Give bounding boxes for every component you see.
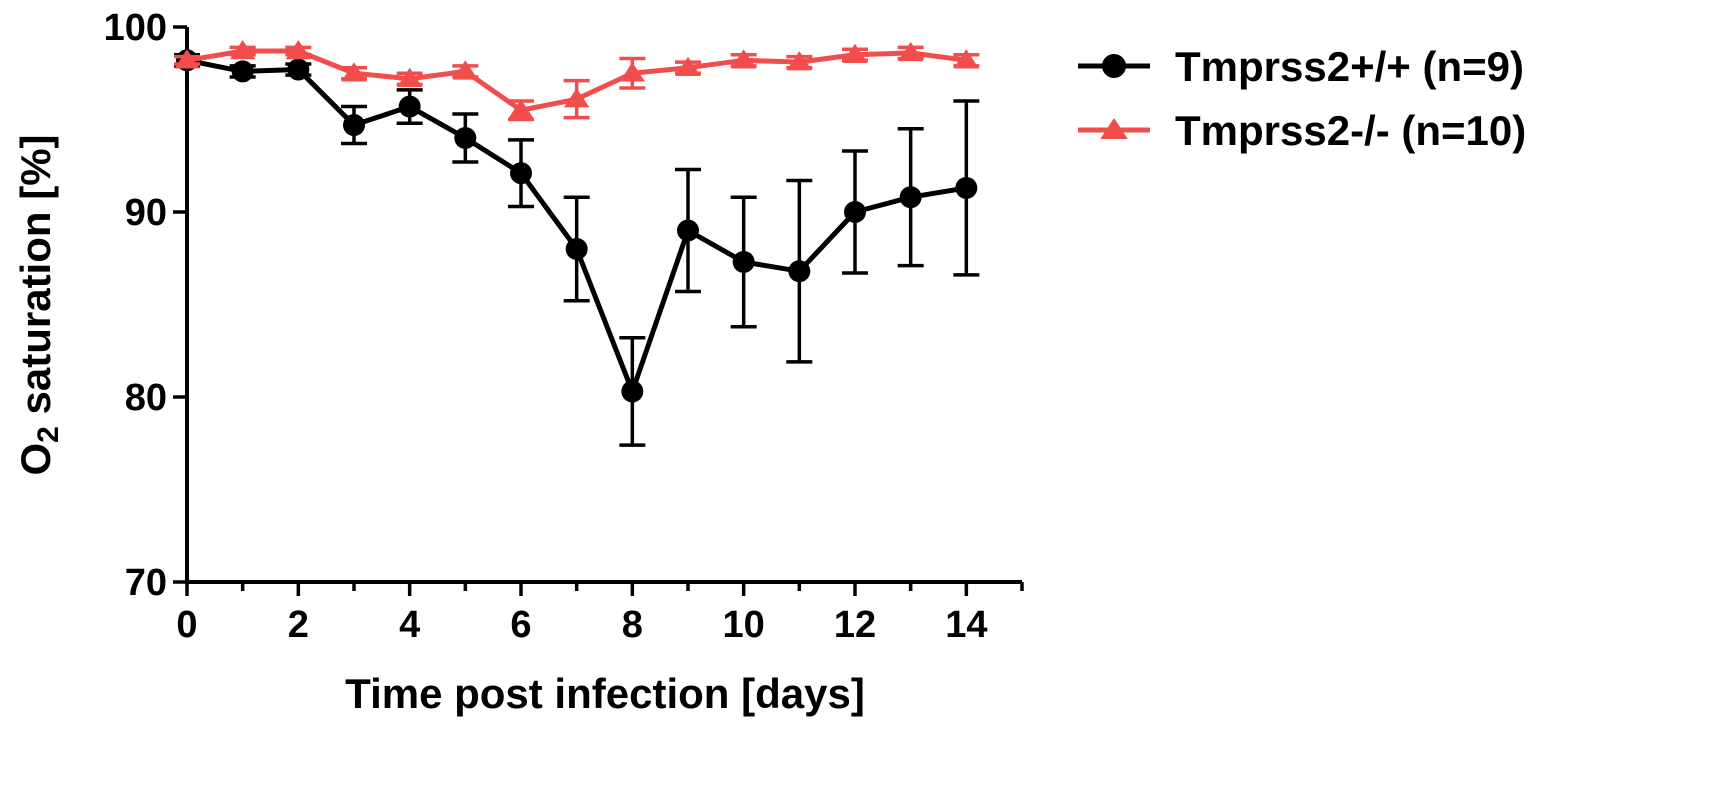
data-point	[565, 238, 588, 260]
data-point	[174, 49, 200, 69]
legend-item: Tmprss2-/- (n=10)	[1078, 107, 1526, 154]
data-point	[844, 201, 866, 223]
x-tick-label: 6	[510, 604, 531, 646]
data-point	[786, 51, 812, 71]
legend-marker	[1102, 54, 1126, 78]
data-point	[898, 41, 924, 62]
legend: Tmprss2+/+ (n=9) Tmprss2-/- (n=10)	[1078, 43, 1526, 154]
data-point	[510, 162, 532, 185]
data-point	[397, 67, 423, 88]
data-point	[732, 250, 755, 273]
series-1	[174, 49, 980, 447]
data-point	[842, 43, 868, 63]
x-tick-label: 8	[622, 604, 643, 646]
y-tick-label: 70	[125, 562, 167, 604]
legend-label: Tmprss2+/+ (n=9)	[1175, 43, 1524, 90]
data-point	[621, 380, 644, 403]
data-point	[508, 99, 534, 119]
data-point	[285, 40, 311, 60]
legend-label: Tmprss2-/- (n=10)	[1175, 107, 1526, 154]
data-point	[231, 60, 254, 83]
y-tick-label: 100	[104, 7, 167, 49]
y-tick-label: 90	[125, 192, 167, 234]
y-axis-title-prefix: O	[12, 443, 59, 476]
data-point	[341, 62, 367, 82]
y-tick-label: 80	[125, 377, 167, 419]
legend-item: Tmprss2+/+ (n=9)	[1078, 43, 1524, 90]
series-layer	[174, 40, 980, 447]
y-axis-title-subscript: 2	[32, 426, 65, 443]
x-tick-label: 12	[834, 604, 876, 646]
data-point	[899, 186, 922, 209]
data-point	[788, 260, 811, 283]
series-2	[174, 40, 980, 122]
data-point	[287, 58, 310, 81]
data-point	[953, 49, 979, 69]
y-axis-title-suffix: saturation [%]	[12, 134, 59, 426]
data-point	[454, 127, 477, 149]
data-point	[955, 176, 978, 199]
axes: 0 2 4 6 8 10 12 14 70 80 90 100	[104, 7, 1024, 646]
legend-marker	[1100, 118, 1128, 139]
x-tick-label: 0	[176, 604, 197, 646]
x-tick-label: 4	[399, 604, 420, 646]
data-point	[675, 56, 701, 76]
data-point	[677, 219, 699, 242]
data-point	[343, 114, 365, 137]
x-axis-title: Time post infection [days]	[345, 670, 865, 717]
x-tick-label: 2	[288, 604, 309, 646]
data-point	[452, 60, 478, 80]
x-tick-label: 10	[723, 604, 765, 646]
data-point	[398, 95, 421, 118]
data-point	[619, 62, 645, 82]
data-point	[564, 88, 590, 108]
data-point	[731, 49, 757, 69]
y-axis-title: O2 saturation [%]	[12, 134, 65, 475]
x-tick-label: 14	[945, 604, 987, 646]
data-point	[230, 40, 256, 60]
